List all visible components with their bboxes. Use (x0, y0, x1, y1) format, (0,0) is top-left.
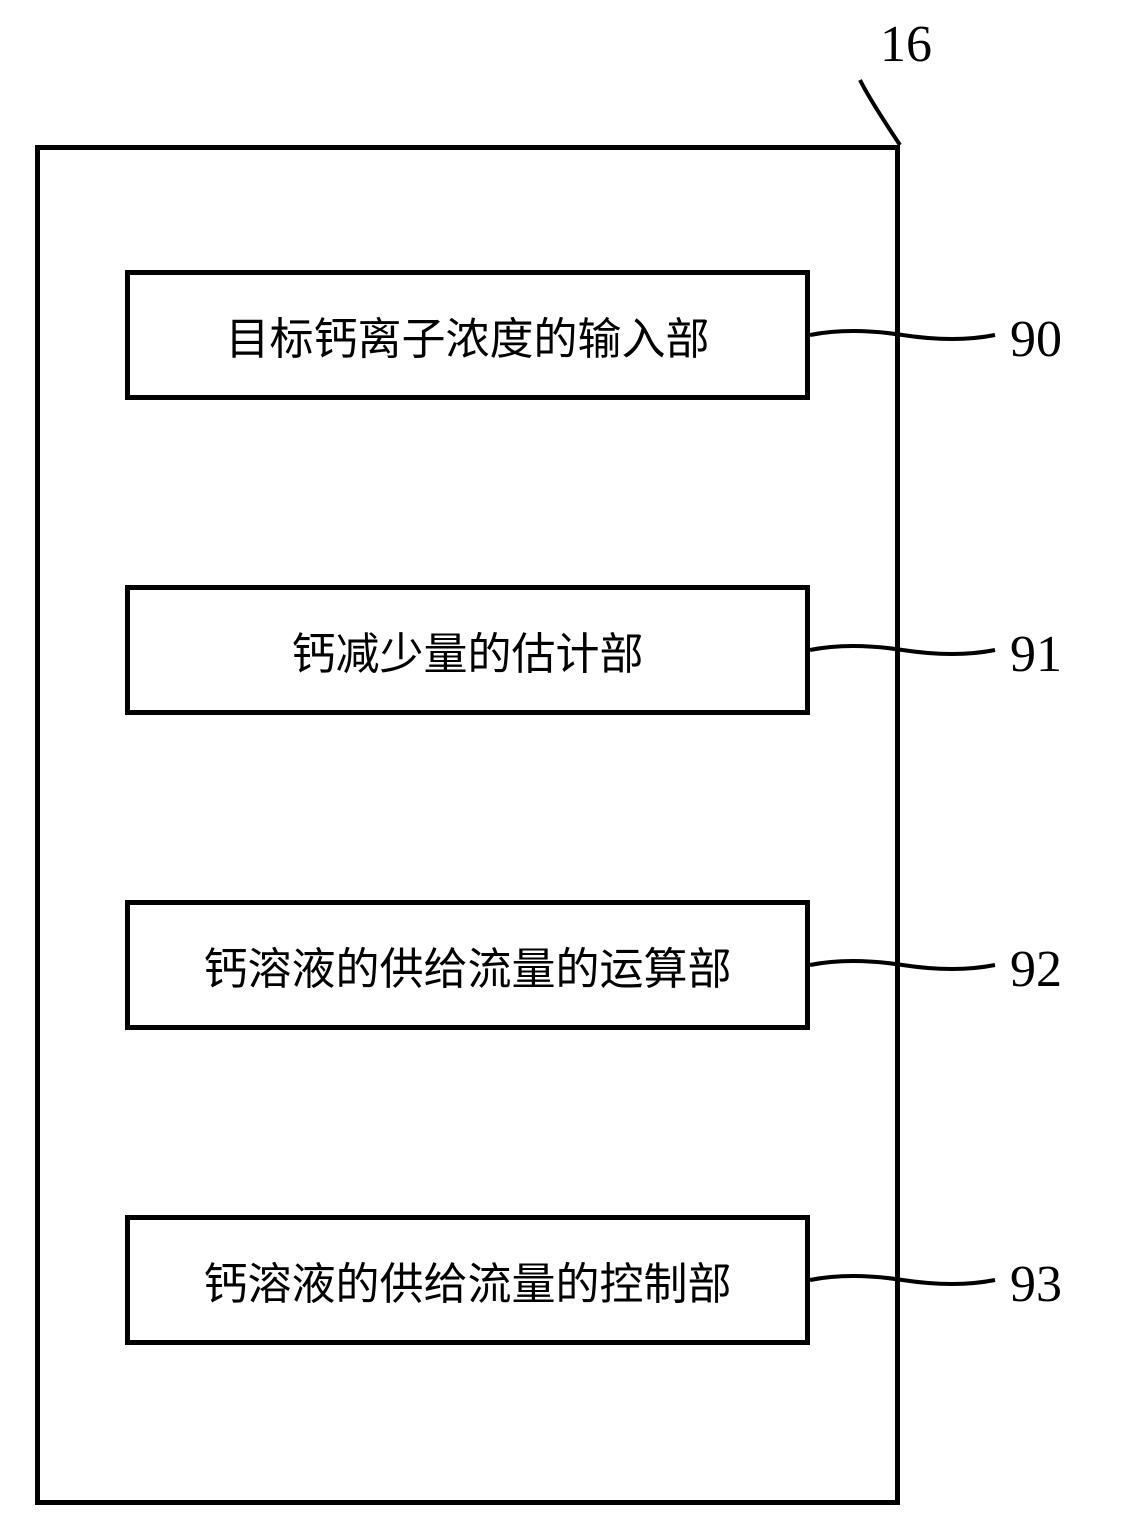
reference-number-92: 92 (1010, 940, 1062, 999)
reference-number-93: 93 (1010, 1255, 1062, 1314)
input-section-box: 目标钙离子浓度的输入部 (125, 270, 810, 400)
reference-number-90: 90 (1010, 310, 1062, 369)
estimation-section-label: 钙减少量的估计部 (292, 618, 644, 682)
input-section-label: 目标钙离子浓度的输入部 (226, 303, 710, 367)
control-section-label: 钙溶液的供给流量的控制部 (204, 1248, 732, 1312)
calculation-section-box: 钙溶液的供给流量的运算部 (125, 900, 810, 1030)
control-section-box: 钙溶液的供给流量的控制部 (125, 1215, 810, 1345)
outer-label-16: 16 (880, 15, 932, 74)
calculation-section-label: 钙溶液的供给流量的运算部 (204, 933, 732, 997)
reference-number-91: 91 (1010, 625, 1062, 684)
estimation-section-box: 钙减少量的估计部 (125, 585, 810, 715)
